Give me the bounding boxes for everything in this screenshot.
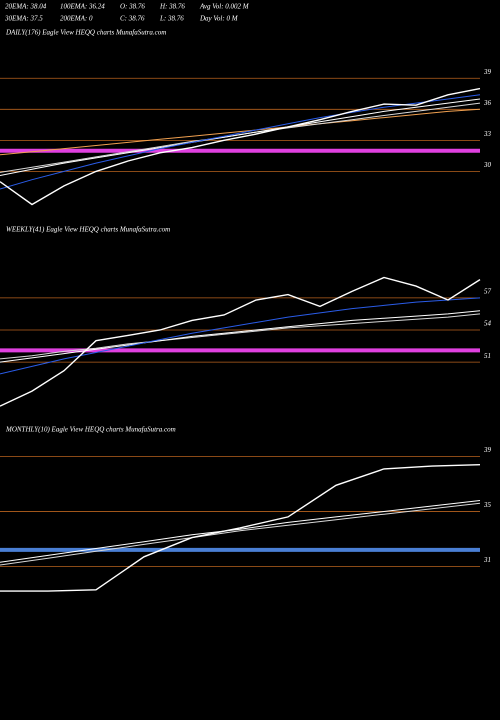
y-tick-label: 33 (483, 130, 492, 138)
header-stat: Avg Vol: 0.002 M (199, 3, 250, 11)
y-tick-label: 30 (483, 161, 492, 169)
header-stat: L: 38.76 (159, 15, 184, 23)
header-stat: C: 38.76 (120, 15, 145, 23)
y-tick-label: 51 (484, 352, 491, 360)
header-stat: 200EMA: 0 (60, 15, 93, 23)
price-line (0, 464, 481, 592)
y-tick-label: 31 (483, 556, 491, 564)
panel-title: DAILY(176) Eagle View HEQQ charts Munafa… (5, 29, 166, 37)
price-line (0, 313, 481, 360)
price-line (0, 502, 481, 566)
header-stat: Day Vol: 0 M (199, 15, 239, 23)
y-tick-label: 36 (483, 99, 492, 107)
y-tick-label: 39 (483, 446, 492, 454)
header-stat: 20EMA: 38.04 (5, 3, 47, 11)
header-stat: 30EMA: 37.5 (4, 15, 43, 23)
y-tick-label: 39 (483, 68, 492, 76)
header-stat: H: 38.76 (159, 3, 185, 11)
panel-title: WEEKLY(41) Eagle View HEQQ charts Munafa… (6, 226, 170, 234)
price-line (0, 276, 481, 407)
panel-title: MONTHLY(10) Eagle View HEQQ charts Munaf… (5, 426, 176, 434)
header-stat: O: 38.76 (120, 3, 145, 11)
price-line (0, 87, 481, 206)
y-tick-label: 35 (483, 501, 492, 509)
price-line (0, 98, 481, 176)
price-line (0, 500, 481, 563)
y-tick-label: 54 (484, 320, 492, 328)
y-tick-label: 57 (484, 287, 492, 295)
price-line (0, 310, 481, 363)
price-line (0, 108, 481, 156)
header-stat: 100EMA: 36.24 (60, 3, 105, 11)
